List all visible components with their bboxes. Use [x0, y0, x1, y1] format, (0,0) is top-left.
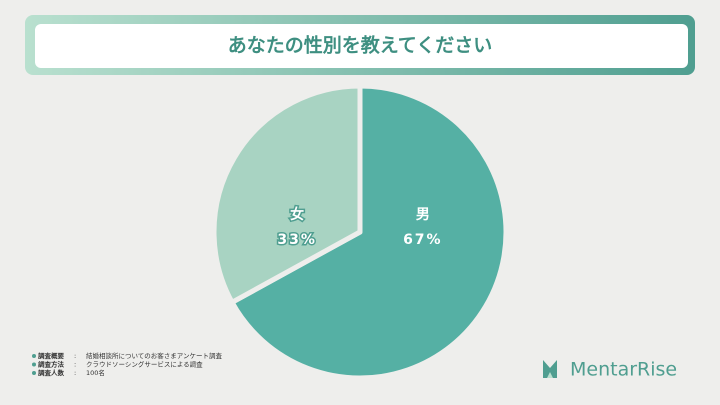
slice-value-label: 33% [277, 232, 317, 248]
note-label: 調査人数 [38, 368, 65, 377]
note-label: 調査概要 [38, 351, 65, 360]
logo-icon-accent [547, 372, 553, 378]
logo-icon [543, 360, 557, 378]
note-text: クラウドソーシングサービスによる調査 [86, 360, 203, 369]
note-bullet [32, 362, 36, 367]
logo-text: MentarRise [570, 359, 677, 381]
note-separator: : [74, 369, 76, 377]
note-bullet [32, 354, 36, 358]
logo: MentarRise [543, 359, 677, 381]
slice-label: 男 [416, 207, 430, 223]
pie-slice [211, 83, 363, 305]
slice-value-label: 67% [403, 232, 443, 248]
note-label: 調査方法 [38, 360, 65, 369]
slice-label: 女 [290, 206, 304, 223]
chart-title: あなたの性別を教えてください [228, 34, 492, 57]
pie: 男 67% 女 33% [211, 83, 509, 381]
note-bullet [32, 371, 36, 375]
pie-slice [229, 83, 509, 381]
note-text: 100名 [86, 368, 105, 377]
note-text: 結婚相談所についてのお客さまアンケート調査 [86, 351, 223, 360]
note-separator: : [74, 352, 76, 360]
title-box [35, 24, 688, 68]
note-separator: : [74, 361, 76, 369]
